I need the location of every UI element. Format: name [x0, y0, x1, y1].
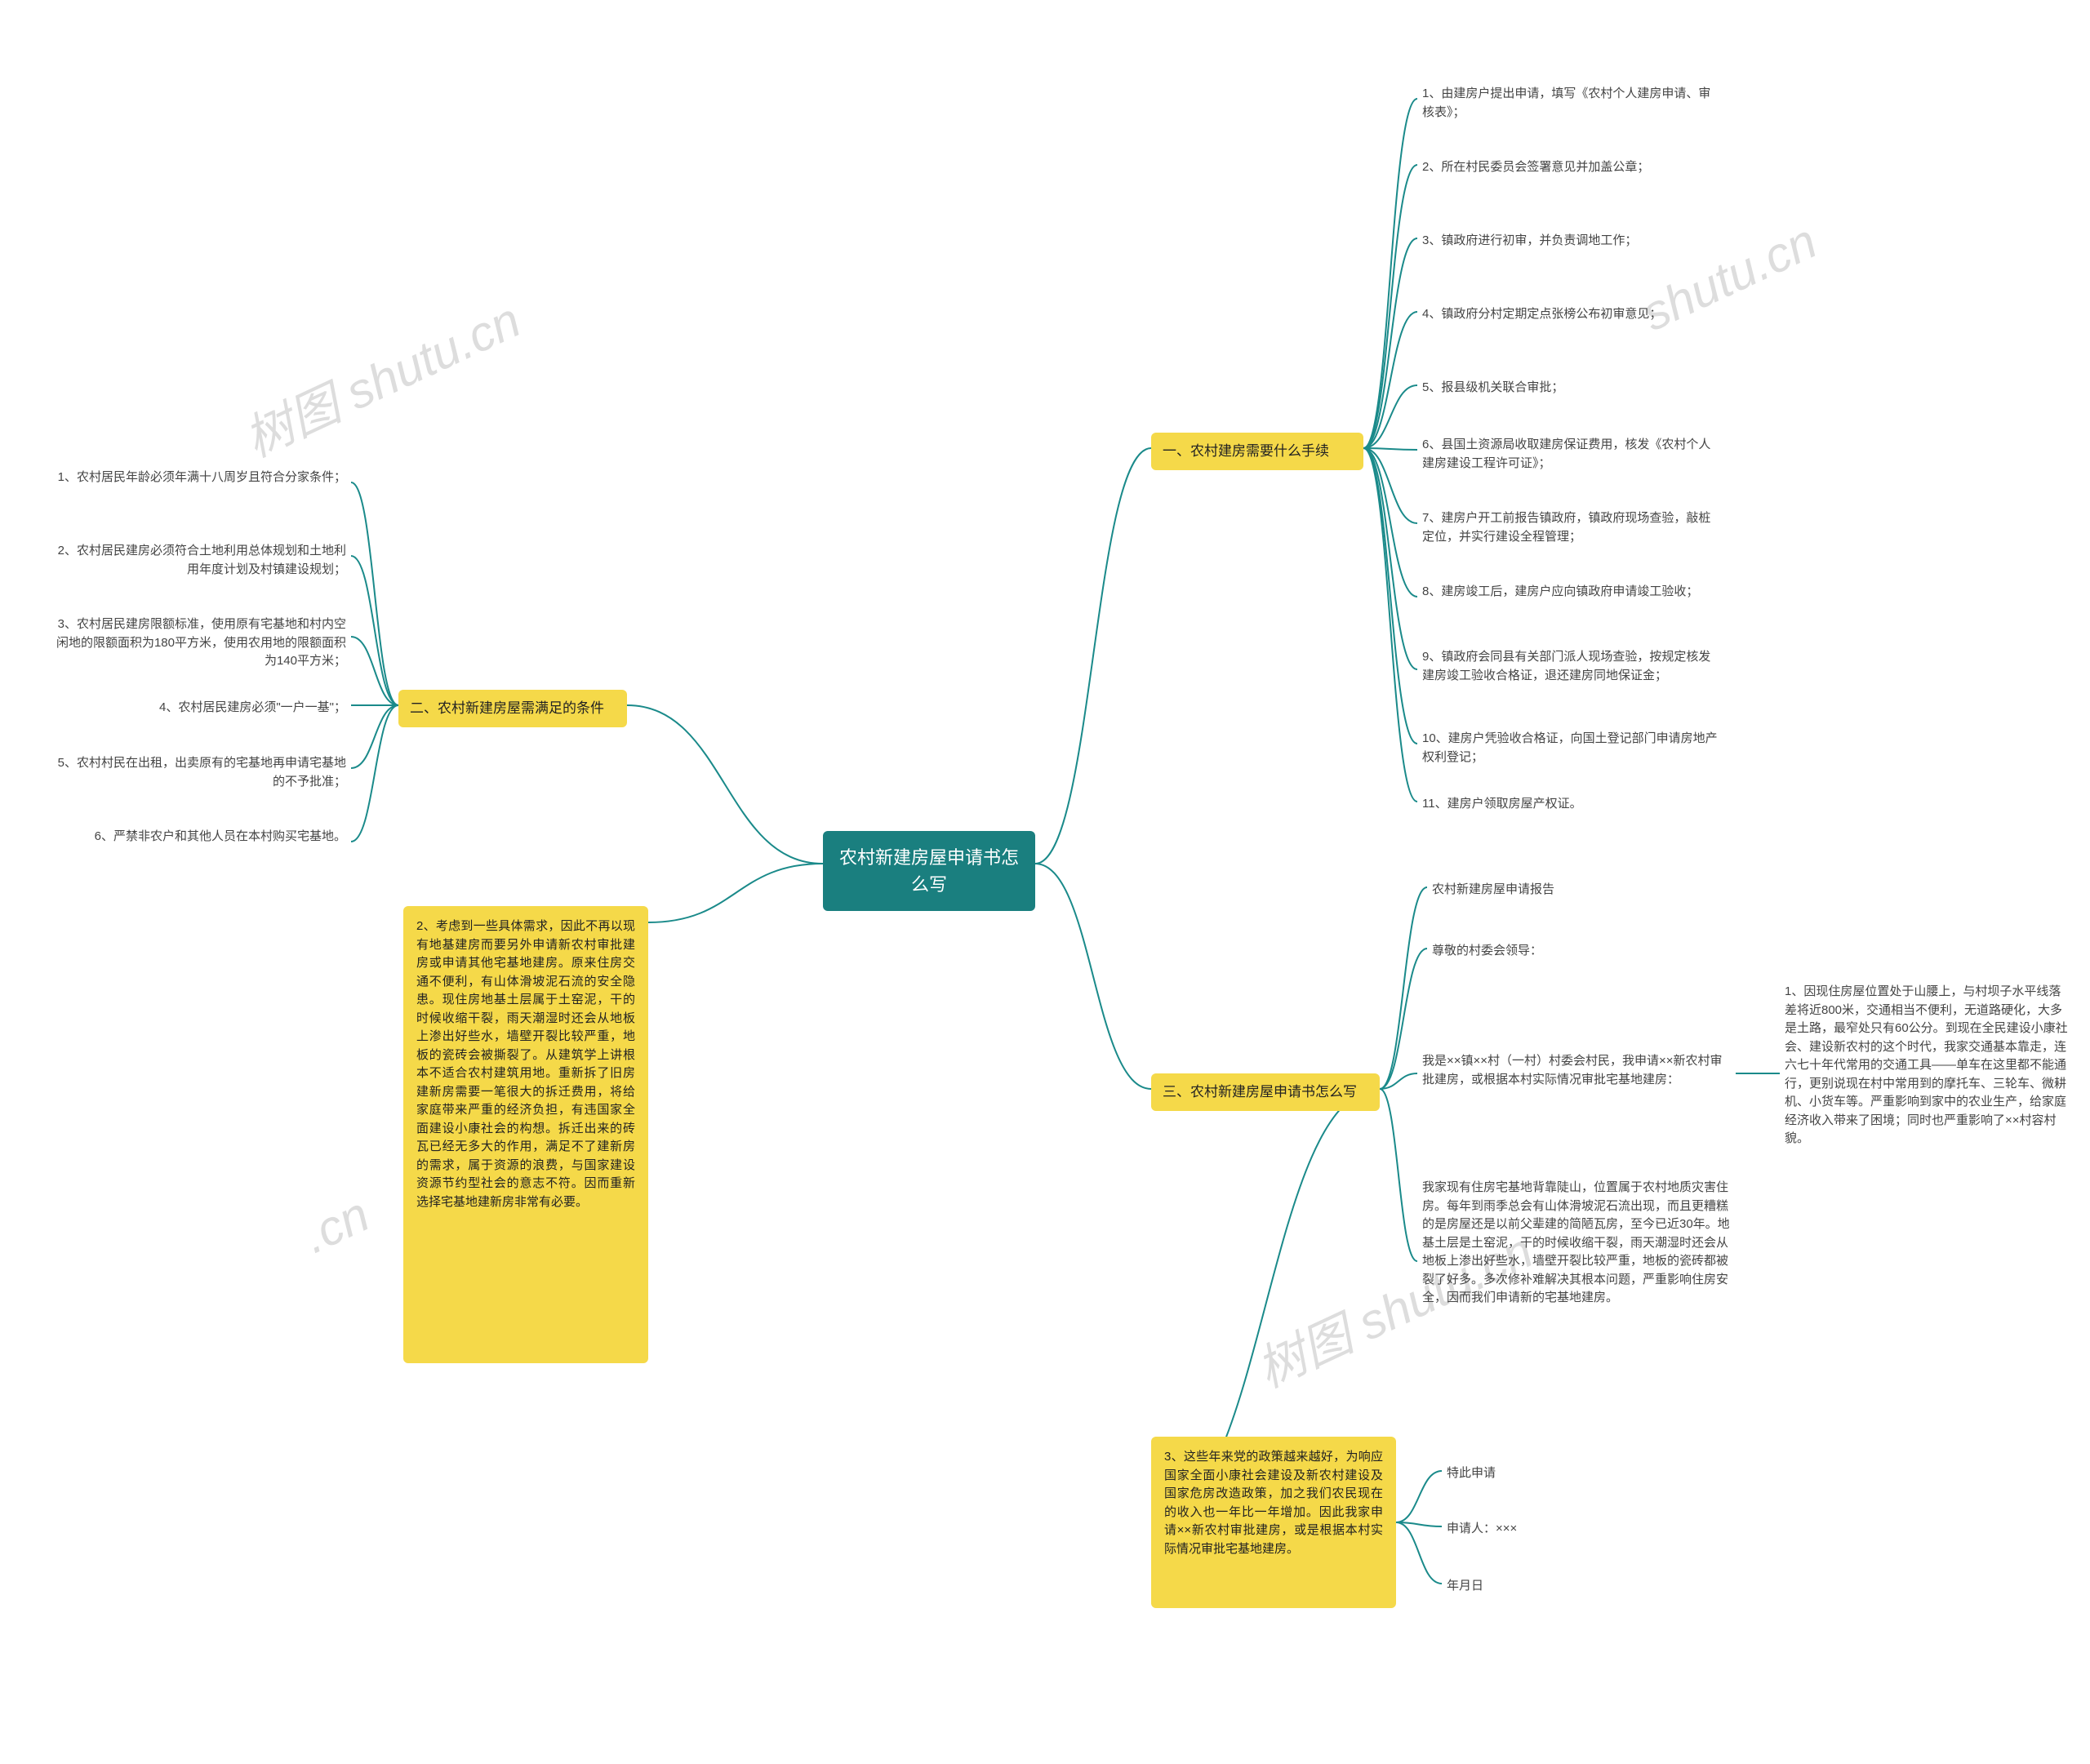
leaf-item: 6、县国土资源局收取建房保证费用，核发《农村个人建房建设工程许可证》； — [1417, 433, 1728, 476]
leaf-item: 尊敬的村委会领导： — [1427, 939, 1639, 964]
leaf-item: 10、建房户凭验收合格证，向国土登记部门申请房地产权利登记； — [1417, 726, 1728, 770]
leaf-item: 农村新建房屋申请报告 — [1427, 878, 1639, 903]
leaf-item: 3、镇政府进行初审，并负责调地工作； — [1417, 229, 1728, 254]
root-node: 农村新建房屋申请书怎么写 — [823, 831, 1035, 911]
paragraph-consideration: 2、考虑到一些具体需求，因此不再以现有地基建房而要另外申请新农村审批建房或申请其… — [403, 906, 648, 1363]
leaf-item: 1、因现住房屋位置处于山腰上，与村坝子水平线落差将近800米，交通相当不便利，无… — [1780, 980, 2074, 1167]
leaf-item: 1、农村居民年龄必须年满十八周岁且符合分家条件； — [49, 465, 351, 500]
connector-layer — [0, 0, 2090, 1764]
leaf-item: 4、镇政府分村定期定点张榜公布初审意见； — [1417, 302, 1728, 327]
leaf-item: 5、报县级机关联合审批； — [1417, 375, 1728, 401]
leaf-item: 8、建房竣工后，建房户应向镇政府申请竣工验收； — [1417, 580, 1728, 614]
leaf-item: 年月日 — [1442, 1574, 1572, 1599]
leaf-item: 4、农村居民建房必须"一户一基"； — [106, 695, 351, 721]
leaf-item: 我是××镇××村（一村）村委会村民，我申请××新农村审批建房，或根据本村实际情况… — [1417, 1049, 1736, 1098]
branch-conditions: 二、农村新建房屋需满足的条件 — [398, 690, 627, 727]
leaf-item: 2、所在村民委员会签署意见并加盖公章； — [1417, 155, 1728, 180]
leaf-item: 1、由建房户提出申请，填写《农村个人建房申请、审核表》； — [1417, 82, 1728, 125]
leaf-item: 申请人：××× — [1442, 1517, 1605, 1542]
paragraph-policy: 3、这些年来党的政策越来越好，为响应国家全面小康社会建设及新农村建设及国家危房改… — [1151, 1437, 1396, 1608]
leaf-item: 5、农村村民在出租，出卖原有的宅基地再申请宅基地的不予批准； — [49, 751, 351, 794]
leaf-item: 7、建房户开工前报告镇政府，镇政府现场查验，敲桩定位，并实行建设全程管理； — [1417, 506, 1728, 549]
leaf-item: 6、严禁非农户和其他人员在本村购买宅基地。 — [49, 824, 351, 859]
leaf-item: 我家现有住房宅基地背靠陡山，位置属于农村地质灾害住房。每年到雨季总会有山体滑坡泥… — [1417, 1175, 1744, 1347]
branch-application: 三、农村新建房屋申请书怎么写 — [1151, 1073, 1380, 1111]
leaf-item: 9、镇政府会同县有关部门派人现场查验，按规定核发建房竣工验收合格证，退还建房同地… — [1417, 645, 1728, 694]
leaf-item: 特此申请 — [1442, 1461, 1572, 1486]
leaf-item: 11、建房户领取房屋产权证。 — [1417, 792, 1728, 817]
branch-procedures: 一、农村建房需要什么手续 — [1151, 433, 1363, 470]
leaf-item: 3、农村居民建房限额标准，使用原有宅基地和村内空闲地的限额面积为180平方米，使… — [49, 612, 351, 674]
leaf-item: 2、农村居民建房必须符合土地利用总体规划和土地利用年度计划及村镇建设规划； — [49, 539, 351, 582]
